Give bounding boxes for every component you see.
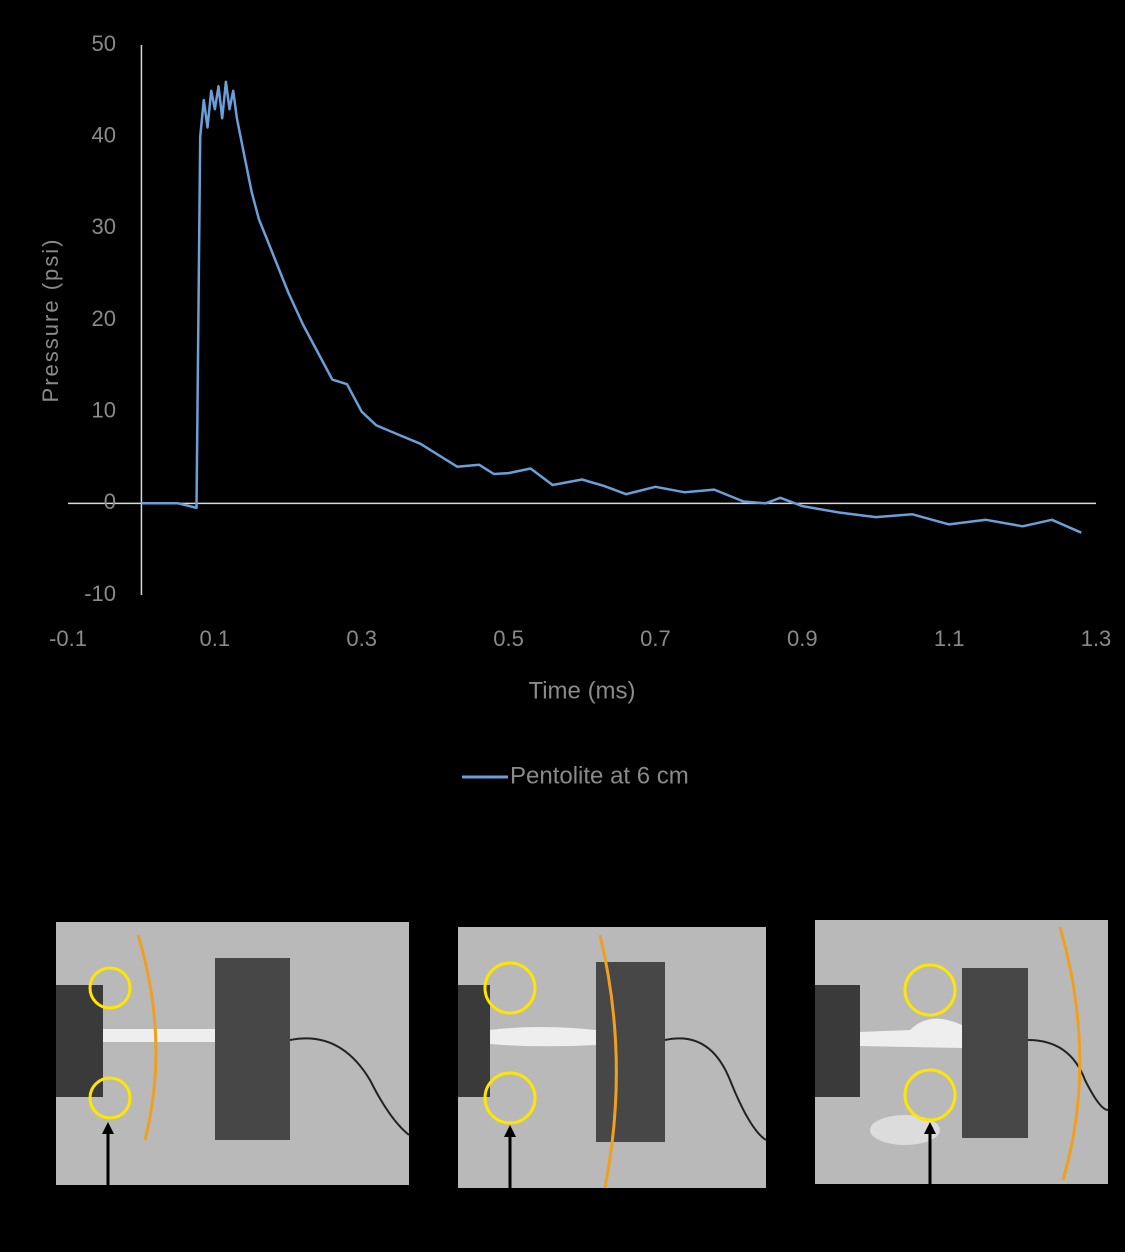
y-tick-label: 10 xyxy=(92,397,116,422)
y-tick-label: 50 xyxy=(92,31,116,56)
x-tick-label: -0.1 xyxy=(49,626,87,651)
x-tick-label: 0.1 xyxy=(200,626,231,651)
x-tick-label: 0.5 xyxy=(493,626,524,651)
y-tick-label: -10 xyxy=(84,581,116,606)
y-tick-label: 0 xyxy=(104,489,116,514)
y-axis-title: Pressure (psi) xyxy=(38,238,63,403)
y-tick-label: 20 xyxy=(92,306,116,331)
y-tick-label: 40 xyxy=(92,122,116,147)
legend-label: Pentolite at 6 cm xyxy=(510,762,689,789)
x-tick-label: 0.3 xyxy=(346,626,377,651)
x-tick-label: 1.3 xyxy=(1081,626,1112,651)
photo xyxy=(815,920,1109,1184)
photo xyxy=(56,922,410,1185)
photo xyxy=(458,927,767,1189)
x-axis-title: Time (ms) xyxy=(528,677,635,704)
x-tick-label: 0.9 xyxy=(787,626,818,651)
data-line xyxy=(141,80,1082,534)
x-tick-label: 0.7 xyxy=(640,626,671,651)
x-tick-label: 1.1 xyxy=(934,626,965,651)
y-tick-label: 30 xyxy=(92,214,116,239)
